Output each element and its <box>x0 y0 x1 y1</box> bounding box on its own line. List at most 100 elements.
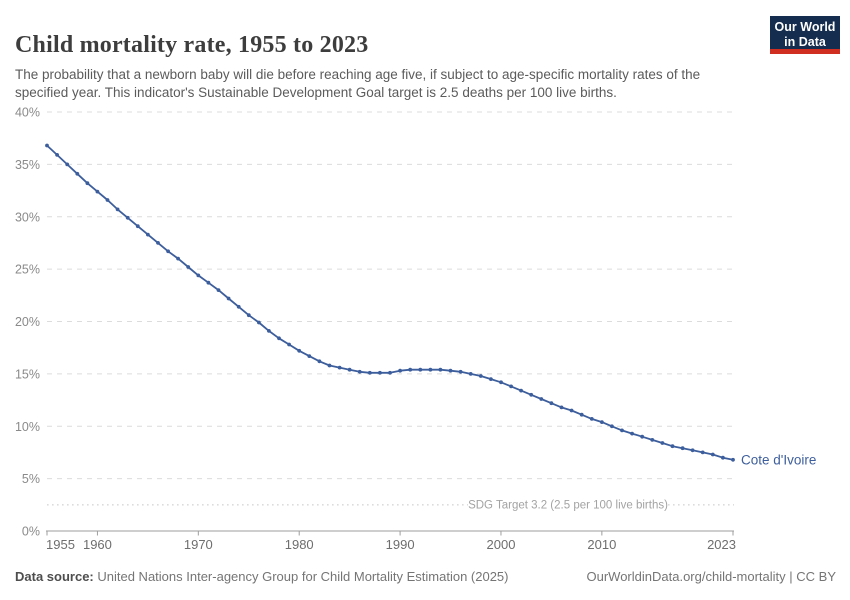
data-point-2003 <box>529 392 534 397</box>
data-point-2019 <box>690 448 695 453</box>
y-axis-label-30: 30% <box>15 210 40 224</box>
sdg-target-label: SDG Target 3.2 (2.5 per 100 live births) <box>468 499 668 511</box>
data-point-1989 <box>388 370 392 375</box>
data-point-1994 <box>438 367 443 372</box>
data-point-2008 <box>579 412 584 417</box>
data-point-1991 <box>408 367 413 372</box>
data-point-2020 <box>700 450 705 455</box>
y-axis-label-5: 5% <box>22 472 40 486</box>
x-axis-label-2023: 2023 <box>707 537 736 552</box>
data-point-1985 <box>347 367 352 372</box>
data-point-1972 <box>216 288 221 292</box>
data-point-2023 <box>731 457 735 462</box>
y-axis-label-10: 10% <box>15 420 40 434</box>
data-point-2012 <box>620 428 624 433</box>
data-point-1965 <box>146 232 150 237</box>
data-point-1997 <box>468 372 473 376</box>
data-point-2022 <box>721 455 725 460</box>
data-point-1960 <box>95 189 100 194</box>
chart-title: Child mortality rate, 1955 to 2023 <box>15 32 369 59</box>
data-point-2015 <box>650 438 655 442</box>
data-point-1984 <box>337 365 342 370</box>
data-point-1993 <box>428 367 433 372</box>
y-axis-label-40: 40% <box>15 106 40 120</box>
data-point-1968 <box>176 256 181 261</box>
data-point-1971 <box>206 280 211 285</box>
x-axis-label-2000: 2000 <box>487 537 516 552</box>
series-points <box>45 143 735 462</box>
data-point-2010 <box>600 420 604 424</box>
x-axis-label-1990: 1990 <box>386 537 415 552</box>
owid-logo[interactable]: Our World in Data <box>770 16 840 54</box>
data-point-1979 <box>287 342 291 347</box>
y-axis-label-15: 15% <box>15 367 40 381</box>
data-point-1959 <box>85 181 90 186</box>
data-point-1980 <box>297 348 302 353</box>
data-point-1962 <box>115 207 120 212</box>
data-point-2013 <box>630 431 634 436</box>
x-axis-label-1980: 1980 <box>285 537 314 552</box>
data-point-2014 <box>640 434 645 439</box>
data-point-2011 <box>610 424 614 429</box>
data-point-2018 <box>680 446 685 451</box>
owid-logo-line1: Our World <box>774 20 836 34</box>
data-point-2002 <box>519 388 523 393</box>
data-point-1987 <box>367 370 372 375</box>
chart-subtitle: The probability that a newborn baby will… <box>15 66 701 100</box>
y-axis-label-35: 35% <box>15 158 40 172</box>
data-point-2004 <box>539 397 544 401</box>
data-point-1992 <box>418 367 423 372</box>
data-point-1998 <box>478 374 483 378</box>
y-axis-label-25: 25% <box>15 263 40 277</box>
data-point-1969 <box>186 265 191 269</box>
series-line-cote-divoire <box>46 144 734 461</box>
owid-cc-link[interactable]: OurWorldinData.org/child-mortality | CC … <box>586 569 837 584</box>
data-source-text: United Nations Inter-agency Group for Ch… <box>93 569 509 584</box>
data-point-1986 <box>357 369 362 374</box>
data-point-1981 <box>307 354 312 358</box>
x-axis-label-1970: 1970 <box>184 537 213 552</box>
data-point-1961 <box>105 198 110 202</box>
x-axis-label-1955: 1955 <box>46 537 75 552</box>
data-point-1982 <box>317 359 322 364</box>
data-point-1978 <box>277 336 281 341</box>
data-source-note: Data source: United Nations Inter-agency… <box>15 569 509 584</box>
data-point-2000 <box>499 380 503 385</box>
data-point-2009 <box>589 417 594 421</box>
y-axis-label-0: 0% <box>22 525 40 539</box>
data-point-1977 <box>267 329 271 333</box>
data-point-2017 <box>670 444 675 449</box>
data-point-1988 <box>378 370 382 375</box>
data-point-2005 <box>549 401 554 406</box>
data-point-1999 <box>489 377 493 381</box>
data-point-1996 <box>458 369 463 374</box>
data-point-1955 <box>45 143 49 148</box>
data-point-1973 <box>226 296 231 301</box>
data-point-2016 <box>660 441 665 445</box>
data-point-1958 <box>75 171 80 176</box>
data-point-1967 <box>166 249 171 254</box>
data-point-1956 <box>55 153 59 157</box>
data-point-1957 <box>65 162 70 167</box>
x-axis-label-2010: 2010 <box>587 537 616 552</box>
data-point-1995 <box>448 368 453 373</box>
data-point-2001 <box>509 384 513 389</box>
data-point-1976 <box>257 320 261 325</box>
y-axis-label-20: 20% <box>15 315 40 329</box>
data-point-1983 <box>327 363 332 368</box>
data-point-1970 <box>196 273 201 278</box>
data-point-1974 <box>236 304 241 309</box>
data-point-1975 <box>246 313 251 318</box>
data-point-1964 <box>135 224 140 229</box>
x-axis-label-1960: 1960 <box>83 537 112 552</box>
owid-logo-line2: in Data <box>784 34 826 49</box>
data-point-1963 <box>125 215 130 220</box>
data-point-1966 <box>156 241 160 245</box>
data-point-2007 <box>569 408 574 413</box>
data-point-1990 <box>398 368 402 373</box>
data-point-2006 <box>559 405 564 410</box>
entity-label-cote-divoire[interactable]: Cote d'Ivoire <box>741 452 816 467</box>
data-point-2021 <box>710 452 715 457</box>
